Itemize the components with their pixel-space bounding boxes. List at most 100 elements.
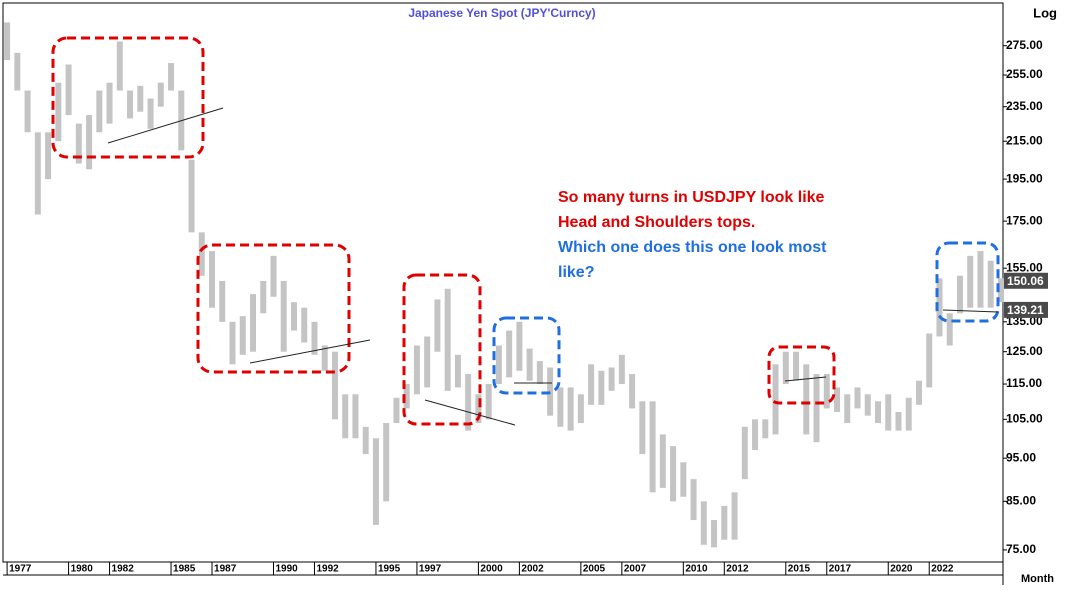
range-bar bbox=[14, 52, 21, 91]
x-tick-label: 1977 bbox=[9, 564, 32, 575]
range-bar bbox=[803, 364, 810, 435]
range-bar bbox=[403, 384, 410, 409]
range-bar bbox=[157, 82, 164, 107]
x-tick-label: 2005 bbox=[583, 564, 606, 575]
range-bar bbox=[547, 367, 554, 416]
y-tick-label: 85.00 bbox=[1006, 494, 1036, 508]
x-tick-label: 1995 bbox=[378, 564, 401, 575]
range-bar bbox=[250, 294, 256, 352]
range-bar bbox=[997, 278, 1004, 303]
y-tick-label: 215.00 bbox=[1006, 133, 1043, 147]
range-bar bbox=[311, 321, 318, 355]
pattern-box bbox=[935, 241, 1000, 323]
range-bar bbox=[127, 90, 134, 119]
range-bar bbox=[516, 321, 523, 371]
range-bar bbox=[772, 364, 779, 435]
range-bar bbox=[659, 434, 666, 488]
range-bar bbox=[608, 367, 615, 391]
x-tick-label: 1987 bbox=[214, 564, 237, 575]
range-bar bbox=[65, 64, 72, 116]
range-bar bbox=[106, 82, 113, 124]
range-bar bbox=[506, 330, 513, 378]
pattern-box bbox=[767, 345, 836, 405]
range-bar bbox=[793, 351, 800, 381]
range-bar bbox=[465, 374, 472, 431]
range-bar bbox=[813, 374, 820, 443]
range-bar bbox=[782, 351, 789, 385]
neckline bbox=[424, 399, 516, 426]
range-bar bbox=[229, 321, 236, 365]
range-bar bbox=[752, 419, 759, 451]
x-tick-label: 1982 bbox=[112, 564, 135, 575]
range-bar bbox=[96, 90, 103, 133]
x-unit-label: Month bbox=[1021, 573, 1054, 585]
range-bar bbox=[198, 232, 205, 276]
plot-frame bbox=[2, 2, 1004, 563]
pattern-box bbox=[402, 273, 482, 426]
y-tick-label: 175.00 bbox=[1006, 213, 1043, 227]
range-bar bbox=[967, 255, 974, 308]
range-bar bbox=[834, 387, 841, 413]
range-bar bbox=[987, 260, 994, 308]
range-bar bbox=[219, 280, 226, 322]
range-bar bbox=[444, 288, 451, 391]
range-bar bbox=[147, 98, 154, 129]
range-bar bbox=[700, 501, 707, 545]
range-bar bbox=[577, 394, 584, 424]
y-tick-label: 105.00 bbox=[1006, 412, 1043, 426]
range-bar bbox=[413, 345, 420, 395]
y-tick-label: 95.00 bbox=[1006, 450, 1036, 464]
x-tick-label: 1997 bbox=[419, 564, 442, 575]
range-bar bbox=[116, 41, 123, 91]
range-bar bbox=[34, 132, 41, 215]
range-bar bbox=[618, 354, 625, 385]
neckline bbox=[784, 376, 827, 382]
range-bar bbox=[588, 364, 595, 405]
scale-label: Log bbox=[1033, 5, 1057, 20]
x-tick-label: 2017 bbox=[829, 564, 852, 575]
range-bar bbox=[168, 63, 175, 91]
range-bar bbox=[331, 351, 338, 420]
range-bar bbox=[895, 412, 902, 431]
annotation: Which one does this one look most bbox=[558, 239, 827, 256]
price-label-box bbox=[1004, 301, 1048, 318]
range-bar bbox=[424, 336, 431, 388]
price-label: 150.06 bbox=[1007, 274, 1044, 288]
range-bar bbox=[977, 251, 984, 308]
range-bar bbox=[495, 345, 502, 385]
range-bar bbox=[485, 384, 492, 420]
range-bar bbox=[188, 159, 195, 233]
y-tick-label: 125.00 bbox=[1006, 344, 1043, 358]
range-bar bbox=[864, 394, 871, 416]
x-tick-label: 1980 bbox=[71, 564, 94, 575]
range-bar bbox=[875, 401, 881, 424]
range-bar bbox=[649, 401, 656, 493]
annotation: So many turns in USDJPY look like bbox=[558, 189, 825, 206]
neckline bbox=[942, 309, 999, 313]
range-bar bbox=[762, 419, 769, 439]
y-tick-label: 155.00 bbox=[1006, 260, 1043, 274]
range-bar bbox=[372, 438, 379, 525]
range-bar bbox=[823, 374, 830, 409]
chart-title: Japanese Yen Spot (JPY'Curncy) bbox=[408, 6, 595, 20]
y-tick-label: 115.00 bbox=[1006, 376, 1042, 390]
range-bar bbox=[690, 479, 697, 521]
range-bar bbox=[239, 316, 246, 355]
y-tick-label: 275.00 bbox=[1006, 38, 1043, 52]
price-label: 139.21 bbox=[1007, 303, 1044, 317]
range-bar bbox=[680, 462, 687, 497]
range-bar bbox=[741, 426, 748, 480]
pattern-box bbox=[492, 316, 561, 395]
range-bar bbox=[86, 115, 93, 170]
range-bar bbox=[731, 492, 738, 540]
x-tick-label: 2022 bbox=[931, 564, 954, 575]
range-bar bbox=[290, 302, 297, 331]
range-bar bbox=[598, 370, 605, 405]
y-tick-label: 235.00 bbox=[1006, 99, 1043, 113]
x-tick-label: 2015 bbox=[788, 564, 811, 575]
range-bar bbox=[629, 374, 636, 409]
range-bar bbox=[956, 275, 963, 314]
range-bar bbox=[915, 380, 922, 405]
range-bar bbox=[475, 394, 482, 424]
range-bar bbox=[45, 132, 52, 180]
